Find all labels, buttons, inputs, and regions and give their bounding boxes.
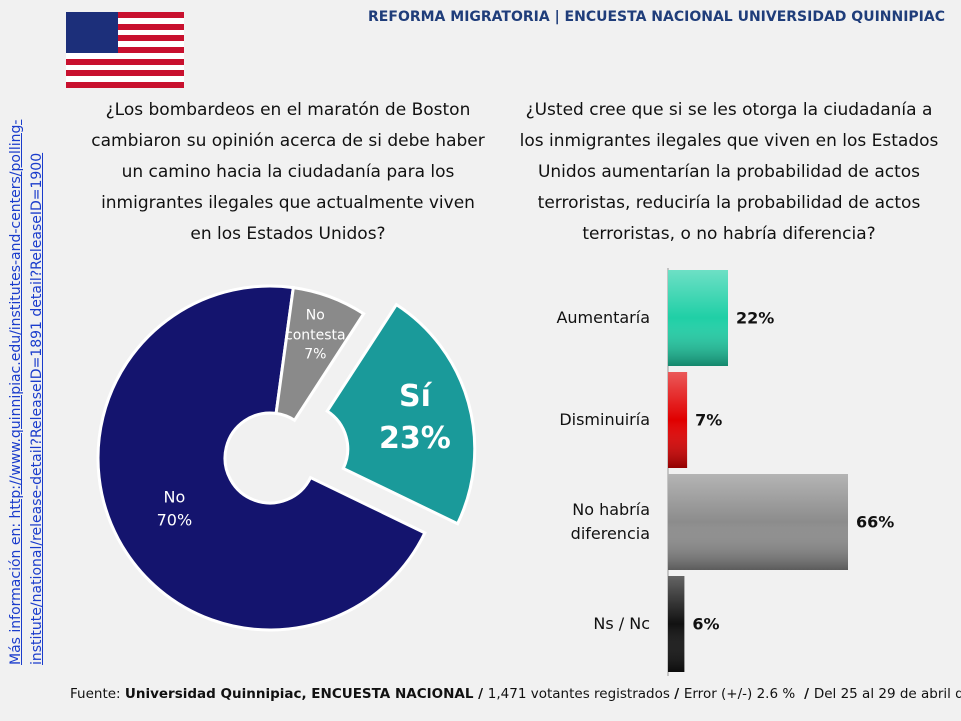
footer-part: Error (+/-) 2.6 % [683, 686, 800, 702]
footer-part: / [799, 686, 814, 702]
slice-label: No 70% [134, 487, 214, 532]
slice-category: No [163, 487, 186, 507]
slice-value: 7% [304, 346, 327, 363]
bar-shine [668, 576, 685, 672]
footer: Fuente: Universidad Quinnipiac, ENCUESTA… [70, 686, 961, 702]
slice-label: No contesta 7% [275, 307, 355, 366]
bar-shine [668, 372, 688, 468]
link-line[interactable]: Más información en: http://www.quinnipia… [8, 119, 24, 665]
value-label: 6% [692, 614, 720, 634]
category-label: Disminuiría [559, 410, 650, 429]
footer-part: Universidad Quinnipiac, ENCUESTA NACIONA… [124, 686, 488, 702]
slice-label: Sí 23% [370, 376, 460, 460]
value-label: 22% [736, 308, 775, 328]
source-link[interactable]: Más información en: http://www.quinnipia… [6, 55, 48, 665]
value-label: 7% [695, 410, 723, 430]
footer-part: Fuente: [70, 686, 125, 702]
flag [66, 12, 184, 88]
category-label: Ns / Nc [593, 614, 650, 633]
category-label: No habría diferencia [570, 500, 650, 543]
slice-category: Sí [399, 378, 431, 414]
slice-category: No contesta [285, 307, 346, 344]
bar-question: ¿Usted cree que si se les otorga la ciud… [519, 100, 939, 244]
link-line[interactable]: institute/national/release-detail?Releas… [29, 152, 45, 665]
pie-question: ¿Los bombardeos en el maratón de Boston … [91, 100, 485, 244]
pie-slice [325, 302, 477, 526]
pie-slice [96, 284, 427, 632]
slice-value: 70% [156, 510, 193, 530]
header-title: REFORMA MIGRATORIA | ENCUESTA NACIONAL U… [368, 9, 945, 25]
pie-slice [274, 285, 366, 423]
category-label: Aumentaría [556, 308, 650, 327]
bar-shine [668, 270, 728, 366]
footer-part: Del 25 al 29 de abril de 2013. [813, 686, 961, 702]
footer-part: / [674, 686, 684, 702]
footer-part: 1,471 votantes registrados [487, 686, 675, 702]
value-label: 66% [856, 512, 895, 532]
slice-value: 23% [379, 420, 451, 456]
bar-shine [668, 474, 848, 570]
